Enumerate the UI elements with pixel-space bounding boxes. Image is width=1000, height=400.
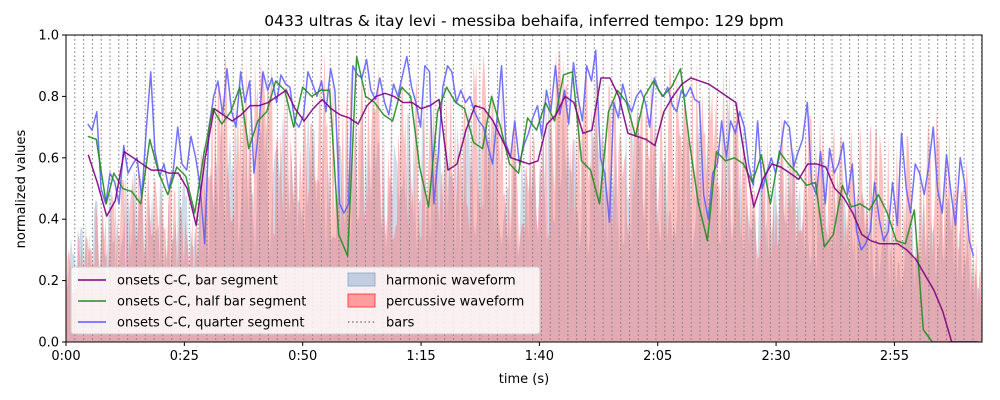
y-tick-label: 1.0 bbox=[38, 29, 59, 44]
bar-segment-line bbox=[87, 77, 979, 342]
x-tick-label: 1:15 bbox=[406, 349, 435, 364]
legend-item-half-bar-segment-label: onsets C-C, half bar segment bbox=[117, 295, 306, 310]
legend-item-harmonic-swatch bbox=[347, 272, 376, 287]
x-tick-label: 2:55 bbox=[880, 349, 909, 364]
x-axis-title: time (s) bbox=[499, 372, 549, 387]
x-tick-label: 0:50 bbox=[288, 349, 317, 364]
y-axis-title: normalized values bbox=[14, 129, 29, 248]
y-tick-label: 0.8 bbox=[38, 90, 59, 105]
x-axis: 0:00 0:25 0:50 1:15 1:40 2:05 2:30 2:55 bbox=[51, 342, 909, 364]
legend-item-bar-segment-label: onsets C-C, bar segment bbox=[117, 274, 278, 289]
x-tick-label: 0:00 bbox=[51, 349, 80, 364]
legend-box bbox=[70, 266, 541, 335]
y-tick-label: 0.6 bbox=[38, 151, 59, 166]
legend-item-harmonic-label: harmonic waveform bbox=[386, 274, 516, 289]
half-bar-segment-line bbox=[87, 55, 977, 342]
legend-item-percussive-label: percussive waveform bbox=[386, 295, 524, 310]
x-tick-label: 2:05 bbox=[643, 349, 672, 364]
y-axis: 0.0 0.2 0.4 0.6 0.8 1.0 bbox=[38, 29, 66, 351]
chart-title: 0433 ultras & itay levi - messiba behaif… bbox=[264, 12, 783, 30]
legend-item-bars-label: bars bbox=[386, 316, 415, 331]
legend-item-percussive-swatch bbox=[347, 293, 376, 308]
x-tick-label: 1:40 bbox=[525, 349, 554, 364]
y-tick-label: 0.4 bbox=[38, 213, 59, 228]
plot-frame bbox=[65, 34, 983, 343]
x-tick-label: 0:25 bbox=[170, 349, 199, 364]
legend-item-quarter-segment-label: onsets C-C, quarter segment bbox=[117, 316, 304, 331]
x-tick-label: 2:30 bbox=[761, 349, 790, 364]
y-tick-label: 0.2 bbox=[38, 274, 59, 289]
quarter-segment-line bbox=[87, 49, 975, 257]
y-tick-label: 0.0 bbox=[38, 336, 59, 351]
legend: onsets C-C, bar segment onsets C-C, half … bbox=[70, 266, 541, 335]
